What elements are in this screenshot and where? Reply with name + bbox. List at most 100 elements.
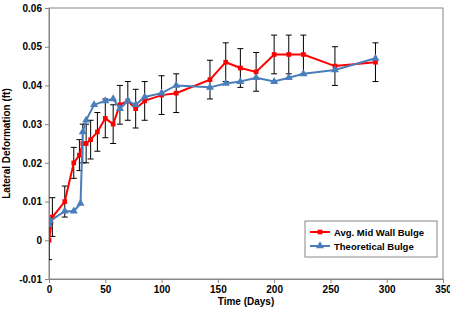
marker — [103, 116, 108, 121]
error-bar-cap — [207, 60, 213, 61]
tick-mark — [45, 163, 49, 164]
marker — [270, 77, 278, 84]
tick-mark — [274, 279, 275, 283]
tick-label: 350 — [435, 284, 450, 295]
error-bar — [207, 60, 213, 99]
tick-mark — [105, 279, 106, 283]
error-bar-cap — [142, 81, 148, 82]
tick-mark — [45, 279, 49, 280]
marker — [208, 77, 213, 82]
tick-label: 0.05 — [23, 41, 43, 52]
tick: 0 — [47, 279, 53, 295]
error-bar-cap — [88, 158, 94, 159]
marker — [285, 73, 293, 80]
axis-line — [45, 9, 50, 280]
series — [49, 54, 379, 227]
marker — [172, 81, 180, 88]
error-bar — [253, 53, 259, 92]
tick-mark — [45, 85, 49, 86]
tick: 200 — [266, 279, 283, 295]
tick: 0.02 — [23, 158, 49, 169]
tick: 150 — [210, 279, 227, 295]
plot-frame — [49, 8, 443, 279]
tick: 0.06 — [23, 3, 49, 14]
tick-label: 0.02 — [23, 158, 43, 169]
marker — [371, 54, 379, 61]
marker — [109, 94, 117, 101]
error-bar-cap — [271, 73, 277, 74]
tick: 350 — [435, 279, 450, 295]
tick: 100 — [154, 279, 171, 295]
tick-mark — [45, 202, 49, 203]
tick: 0.03 — [23, 119, 49, 130]
tick-mark — [45, 124, 49, 125]
error-bar-cap — [271, 35, 277, 36]
marker — [206, 83, 214, 90]
marker — [49, 238, 51, 243]
marker — [101, 96, 109, 103]
tick-label: 0.04 — [23, 80, 43, 91]
tick-mark — [443, 279, 444, 283]
tick-label: 0 — [47, 284, 53, 295]
error-bar-cap — [142, 120, 148, 121]
error-bar-cap — [117, 85, 123, 86]
error-bar-cap — [300, 35, 306, 36]
tick: 300 — [379, 279, 396, 295]
error-bar-cap — [110, 143, 116, 144]
error-bar — [271, 35, 277, 74]
marker — [71, 161, 76, 166]
error-bar — [223, 43, 229, 82]
error-bar-cap — [207, 98, 213, 99]
error-bar-cap — [237, 48, 243, 49]
axis-line — [50, 280, 444, 284]
marker — [158, 89, 166, 96]
error-bar-cap — [133, 89, 139, 90]
tick-label: 0.06 — [23, 3, 43, 14]
error-bar-cap — [49, 197, 55, 198]
error-bar-cap — [223, 42, 229, 43]
tick-mark — [45, 8, 49, 9]
error-bar-cap — [372, 42, 378, 43]
x-axis: 0 50 100 150 200 250 300 350 — [47, 279, 450, 295]
marker — [49, 216, 54, 223]
marker — [62, 199, 67, 204]
tick-label: 200 — [266, 284, 283, 295]
marker — [82, 116, 90, 123]
tick-label: 50 — [100, 284, 112, 295]
tick-label: 0.01 — [23, 196, 43, 207]
chart: 050100150200250300350-0.0100.010.020.030… — [0, 0, 450, 309]
error-bar-cap — [110, 104, 116, 105]
error-bar-cap — [117, 124, 123, 125]
error-bar-cap — [125, 81, 131, 82]
marker — [252, 73, 260, 80]
error-bar — [300, 35, 306, 74]
marker — [299, 69, 307, 76]
error-bar-cap — [94, 112, 100, 113]
legend-marker — [316, 241, 324, 248]
legend-label: Avg. Mid Wall Bulge — [334, 227, 424, 238]
marker — [111, 122, 116, 127]
marker — [124, 96, 132, 103]
error-bar — [88, 120, 94, 159]
series-line — [49, 58, 375, 224]
error-bar-cap — [159, 114, 165, 115]
tick-mark — [387, 279, 388, 283]
marker — [223, 60, 228, 65]
marker — [236, 77, 244, 84]
tick-mark — [218, 279, 219, 283]
tick-mark — [162, 279, 163, 283]
error-bar-cap — [125, 120, 131, 121]
tick-label: 0 — [36, 235, 42, 246]
marker — [88, 137, 93, 142]
marker — [95, 130, 100, 135]
marker — [76, 199, 84, 206]
marker — [301, 52, 306, 57]
error-bar — [133, 89, 139, 128]
marker — [272, 52, 277, 57]
error-bar — [94, 113, 100, 152]
tick: 0.01 — [23, 196, 49, 207]
marker — [132, 100, 140, 107]
error-bar-cap — [71, 147, 77, 148]
error-bar-cap — [76, 139, 82, 140]
tick: 250 — [323, 279, 340, 295]
